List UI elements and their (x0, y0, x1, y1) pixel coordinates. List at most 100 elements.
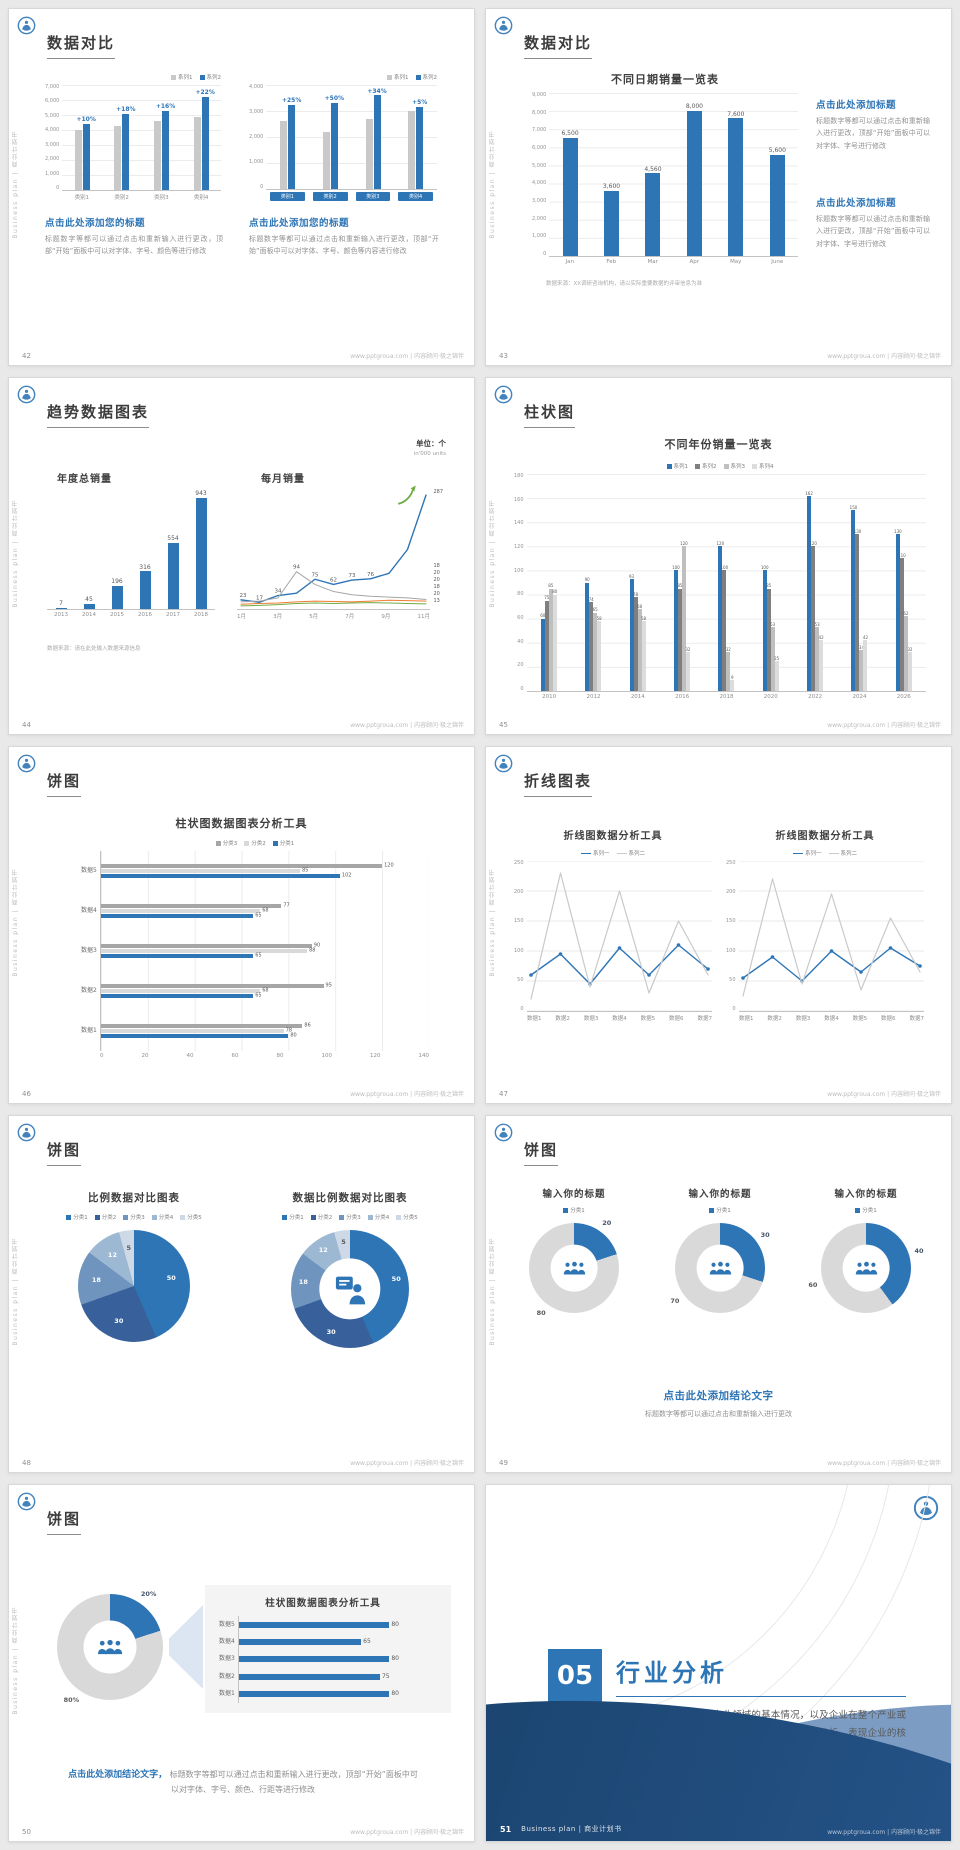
site-credit: www.pptgroua.com | 内容顾问·极之锦伴 (350, 1460, 464, 1467)
legend-label: 分类4 (374, 1215, 390, 1221)
bar-group: 3,600 (591, 93, 632, 256)
y-axis: 4,000 3,000 2,000 1,000 0 (249, 85, 266, 190)
x-tick: 数据4 (612, 1016, 627, 1022)
bar (111, 585, 123, 609)
slice-label: 12 (318, 1245, 328, 1254)
bar (114, 125, 122, 190)
sidebar-watermark: Business plan | 商业计划书 (489, 868, 496, 977)
slice-label: 20% (140, 1589, 157, 1598)
slide-46-thumbnail[interactable]: Business plan | 商业计划书 饼图 柱状图数据图表分析工具 分类3… (8, 746, 475, 1104)
legend-item: 系列1 (387, 73, 409, 81)
bar-value: 32 (685, 647, 691, 653)
slide-title: 饼图 (47, 1139, 82, 1166)
bar (373, 95, 381, 189)
bar-group: 316 (131, 490, 159, 609)
slide-48-thumbnail[interactable]: Business plan | 商业计划书 饼图 比例数据对比图表 分类1 分类2… (8, 1115, 475, 1473)
slide-51-section-divider[interactable]: 05 行业分析 主要介绍企业所归属的产业领域的基本情况，以及企业在整个产业或行业… (485, 1484, 952, 1842)
x-tick: 2013 (54, 612, 68, 618)
bar-column: +50% (325, 85, 344, 189)
chart-plot-area: 250 200 150 100 50 0 (726, 861, 924, 1012)
bar (673, 570, 678, 691)
y-tick: 150 (514, 918, 524, 925)
bar-column: 7 (55, 490, 67, 609)
sidebar-watermark: Business plan | 商业计划书 (12, 130, 19, 239)
plot: 6,500 3,600 4,560 8,000 7,600 5,600 (549, 93, 798, 257)
section-title: 行业分析 (616, 1659, 728, 1687)
bar (195, 497, 207, 609)
conclusion-heading: 点击此处添加结论文字， (68, 1770, 168, 1780)
bar (907, 652, 912, 691)
x-tick: 类别4 (398, 192, 433, 201)
legend-label: 系列二 (840, 851, 858, 857)
bar (645, 173, 661, 256)
bar-value: 80 (552, 589, 558, 595)
x-tick: 数据7 (909, 1016, 924, 1022)
legend-label: 分类4 (158, 1215, 174, 1221)
slide-49-thumbnail[interactable]: Business plan | 商业计划书 饼图 输入你的标题 分类1 20 80 … (485, 1115, 952, 1473)
conclusion-block: 点击此处添加结论文字 标题数字等都可以通过点击和重新输入进行更改 (526, 1388, 911, 1420)
slide-43-thumbnail[interactable]: Business plan | 商业计划书 数据对比 不同日期销量一览表 9,0… (485, 8, 952, 366)
bar-value: 100 (720, 565, 729, 571)
y-tick: 200 (514, 889, 524, 896)
people-icon (853, 1261, 879, 1276)
people-icon (95, 1639, 124, 1656)
end-label: 13 (433, 598, 440, 604)
donut-hole (83, 1620, 137, 1674)
y-tick: 1,000 (45, 170, 60, 177)
data-source-note: 数据来源：请在此处输入数据来源信息 (47, 646, 141, 652)
bar-column (322, 85, 330, 189)
bar-group: 100 85 120 32 (660, 474, 704, 691)
growth-label: +25% (281, 96, 302, 104)
chart-panel: 输入你的标题 分类1 40 60 (798, 1186, 934, 1313)
bar (585, 582, 590, 691)
slide-42-thumbnail[interactable]: Business plan | 商业计划书 数据对比 系列1 系列2 7,000 6,… (8, 8, 475, 366)
legend-swatch (855, 1207, 861, 1213)
x-axis: 2013 2014 2015 2016 2017 2018 (47, 612, 215, 618)
slice-label: 80% (63, 1695, 80, 1704)
slide-50-thumbnail[interactable]: Business plan | 商业计划书 饼图 20% 80% 柱状图数据图表分… (8, 1484, 475, 1842)
slide-44-thumbnail[interactable]: Business plan | 商业计划书 趋势数据图表 单位：个 in'000… (8, 377, 475, 735)
x-tick: 数据3 (583, 1016, 599, 1022)
bar-column: 7,600 (727, 93, 744, 256)
bar-column (193, 85, 201, 190)
site-credit: www.pptgroua.com | 内容顾问·极之锦伴 (827, 353, 941, 360)
y-tick: 8,000 (532, 109, 547, 116)
chart-panel: 折线图数据分析工具 系列一 系列二 250 200 150 100 50 0 数据1 数据2 数据3… (514, 827, 712, 1022)
bar-group: 6,500 (549, 93, 590, 256)
legend-swatch (695, 463, 700, 469)
legend-swatch (215, 840, 221, 846)
brand-logo-icon (17, 385, 36, 404)
bar (863, 640, 868, 691)
legend-item: 系列2 (415, 73, 437, 81)
y-tick: 1,000 (532, 233, 547, 240)
bar-value: 102 (341, 872, 352, 879)
bar-column: 100 (720, 474, 729, 691)
x-tick: 2022 (808, 694, 823, 700)
line-chart-svg (526, 861, 712, 1011)
bar-value: 80 (391, 1620, 399, 1628)
bar: 80 (238, 1656, 399, 1663)
data-point (558, 952, 562, 956)
analysis-panel: 柱状图数据图表分析工具 数据5 数据4 数据3 数据2 数据1 80 65 80 75 80 (205, 1585, 451, 1713)
brand-logo-icon (17, 754, 36, 773)
slide-title: 数据对比 (524, 32, 593, 59)
bar-group: 45 (75, 490, 103, 609)
slide-45-thumbnail[interactable]: Business plan | 商业计划书 柱状图 不同年份销量一览表 系列1 系… (485, 377, 952, 735)
bar: 88 (100, 948, 315, 953)
chart-plot-area: 4,000 3,000 2,000 1,000 0 +25% +50% +34% +5% (249, 85, 437, 190)
end-label: 287 (433, 489, 443, 495)
bar-group: 7 (47, 490, 75, 609)
bar-value: 68 (636, 603, 643, 609)
x-tick: 类别3 (154, 195, 169, 201)
line-chart-svg (738, 861, 924, 1011)
unit-label-group: 单位：个 in'000 units (414, 438, 446, 457)
bar-value: 316 (139, 563, 151, 571)
chart-title: 比例数据对比图表 (88, 1192, 180, 1204)
x-tick: 类别1 (74, 195, 90, 201)
slide-47-thumbnail[interactable]: Business plan | 商业计划书 折线图表 折线图数据分析工具 系列一… (485, 746, 952, 1104)
x-tick: 0 (100, 1053, 104, 1059)
series-line (741, 878, 921, 997)
chart-plot-area: 7,000 6,000 5,000 4,000 3,000 2,000 1,000 0 +10%… (45, 85, 221, 191)
y-tick: 0 (520, 685, 524, 692)
bar-value: 74 (588, 596, 594, 602)
